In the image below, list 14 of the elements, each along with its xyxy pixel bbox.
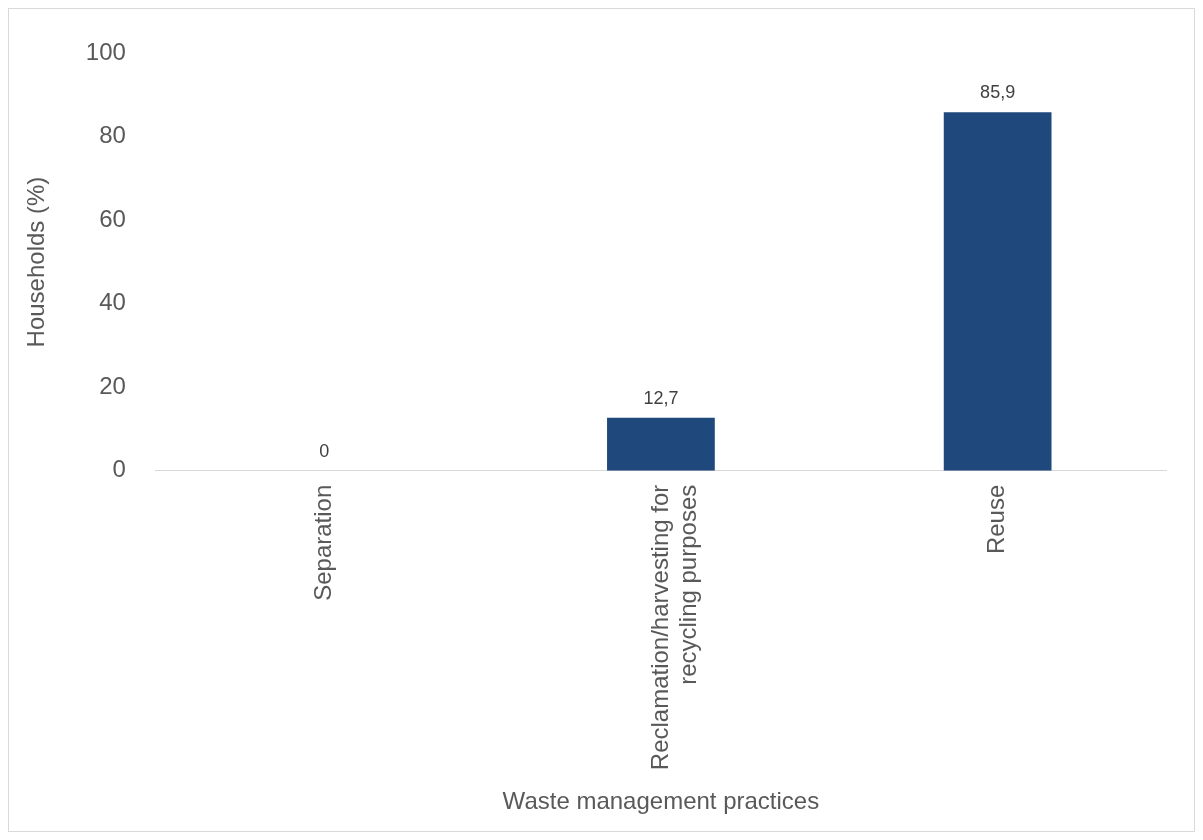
y-axis-title: Households (%)	[22, 176, 50, 348]
y-tick-label: 20	[99, 371, 126, 399]
x-tick-label: Reuse	[982, 484, 1010, 555]
data-label: 85,9	[980, 82, 1016, 103]
y-tick-label: 0	[112, 455, 126, 483]
y-tick-label: 80	[99, 121, 126, 149]
y-tick-label: 100	[85, 38, 126, 66]
y-tick-label: 40	[99, 288, 126, 316]
data-label: 12,7	[643, 387, 679, 408]
x-axis-title: Waste management practices	[502, 787, 820, 815]
x-tick-label: Separation	[308, 484, 336, 601]
y-tick-label: 60	[99, 204, 126, 232]
data-label: 0	[319, 440, 330, 461]
x-tick-label: Reclamation/harvesting for recycling purposes	[645, 484, 702, 771]
